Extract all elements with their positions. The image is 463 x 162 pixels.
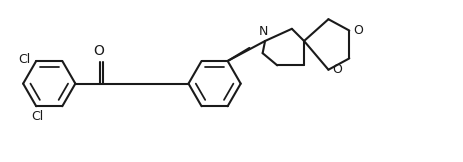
Text: Cl: Cl <box>31 110 43 123</box>
Text: O: O <box>331 63 341 76</box>
Text: N: N <box>258 24 268 38</box>
Text: O: O <box>352 24 362 37</box>
Text: Cl: Cl <box>19 53 31 66</box>
Text: O: O <box>93 44 104 58</box>
